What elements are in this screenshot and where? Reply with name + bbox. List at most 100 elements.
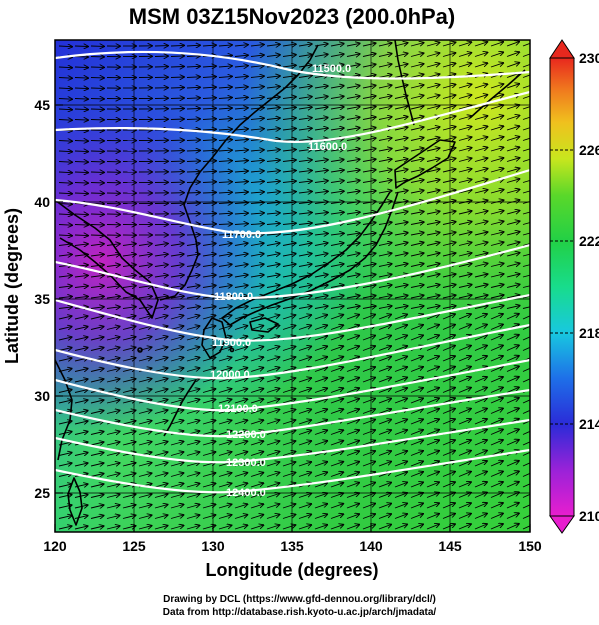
wind-vector <box>490 221 504 224</box>
wind-vector <box>394 85 408 88</box>
wind-vector <box>106 326 120 329</box>
wind-vector <box>170 337 184 341</box>
wind-vector <box>314 181 328 183</box>
wind-vector <box>266 108 280 110</box>
wind-vector <box>314 107 328 109</box>
wind-vector <box>330 388 343 393</box>
wind-vector <box>218 171 232 172</box>
wind-vector <box>362 306 376 309</box>
wind-vector <box>346 65 360 68</box>
wind-vector <box>74 46 88 47</box>
wind-vector <box>474 232 488 235</box>
wind-vector <box>298 191 312 193</box>
wind-vector <box>186 379 200 383</box>
wind-vector <box>218 150 232 151</box>
wind-vector <box>474 137 488 141</box>
contour-label: 12300.0 <box>226 457 266 469</box>
wind-vector <box>170 88 184 89</box>
wind-vector <box>250 264 264 266</box>
wind-vector <box>346 159 360 161</box>
wind-vector <box>522 127 530 131</box>
wind-vector <box>426 138 440 141</box>
wind-vector <box>394 295 408 298</box>
wind-vector <box>218 420 232 425</box>
wind-vector <box>362 346 375 351</box>
wind-vector <box>250 306 264 308</box>
wind-vector <box>330 336 343 341</box>
wind-vector <box>474 253 488 256</box>
wind-vector <box>378 201 392 203</box>
wind-vector <box>346 253 360 256</box>
wind-vector <box>74 78 88 79</box>
wind-vector <box>362 85 376 88</box>
wind-vector <box>106 286 120 288</box>
wind-vector <box>394 430 407 435</box>
wind-vector <box>298 420 311 425</box>
wind-vector <box>250 368 263 372</box>
wind-vector <box>250 87 264 88</box>
wind-vector <box>490 345 503 351</box>
wind-vector <box>474 242 488 245</box>
wind-vector <box>58 348 72 351</box>
wind-vector <box>346 296 360 299</box>
wind-vector <box>442 440 455 446</box>
wind-vector <box>298 160 312 162</box>
wind-vector <box>186 66 200 67</box>
wind-vector <box>490 232 504 235</box>
wind-vector <box>442 190 456 193</box>
wind-vector <box>186 161 200 162</box>
wind-vector <box>154 358 168 362</box>
wind-vector <box>442 409 455 414</box>
wind-vector <box>266 264 280 266</box>
wind-vector <box>362 420 375 425</box>
y-tick-labels: 25 30 35 40 45 <box>34 97 50 501</box>
wind-vector <box>74 275 88 277</box>
wind-vector <box>506 63 519 68</box>
wind-vector <box>330 285 344 288</box>
wind-vector <box>122 379 136 382</box>
wind-vector <box>410 295 424 298</box>
wind-vector <box>170 56 184 57</box>
wind-vector <box>170 421 184 425</box>
wind-vector <box>250 410 263 414</box>
wind-vector <box>394 233 408 235</box>
wind-vector <box>362 367 375 372</box>
wind-vector <box>266 150 280 151</box>
wind-vector <box>250 171 264 172</box>
wind-vector <box>458 158 472 161</box>
wind-vector <box>522 106 530 110</box>
wind-vector <box>298 306 312 308</box>
wind-vector <box>154 337 168 341</box>
wind-vector <box>74 316 88 319</box>
wind-vector <box>58 151 72 152</box>
wind-vector <box>490 211 504 214</box>
wind-vector <box>474 274 488 277</box>
wind-vector <box>378 75 392 78</box>
wind-vector <box>234 326 247 330</box>
wind-vector <box>378 54 392 57</box>
wind-vector <box>442 222 456 225</box>
wind-vector <box>106 347 120 350</box>
wind-vector <box>234 254 248 256</box>
wind-vector <box>122 400 136 403</box>
wind-vector <box>250 181 264 182</box>
wind-vector <box>266 410 279 414</box>
wind-vector <box>458 274 472 277</box>
wind-vector <box>170 265 184 267</box>
wind-vector <box>346 149 360 151</box>
wind-vector <box>426 335 439 341</box>
wind-vector <box>458 190 472 193</box>
wind-vector <box>314 388 327 393</box>
wind-vector <box>394 180 408 183</box>
wind-vector <box>314 399 327 404</box>
wind-vector <box>122 337 136 340</box>
wind-vector <box>426 43 440 47</box>
wind-vector <box>346 274 360 277</box>
wind-vector <box>458 377 471 383</box>
wind-vector <box>218 234 232 235</box>
wind-vector <box>218 357 232 362</box>
wind-vector <box>410 306 424 309</box>
wind-vector <box>58 109 72 110</box>
chart-title: MSM 03Z15Nov2023 (200.0hPa) <box>129 4 456 29</box>
wind-vector <box>522 366 530 372</box>
